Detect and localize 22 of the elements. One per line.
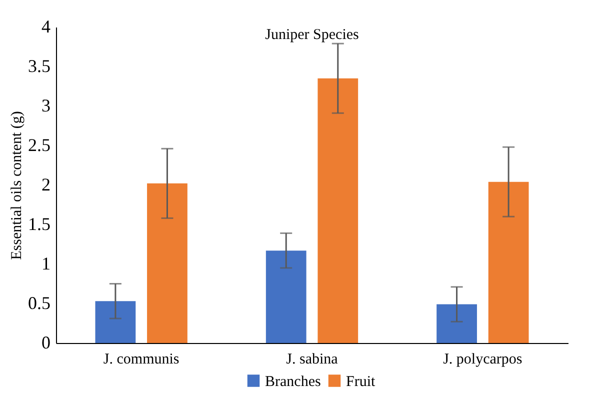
y-tick-label: 0 (42, 332, 50, 352)
x-tick-label: J. polycarpos (443, 352, 522, 368)
y-tick-label: 3.5 (28, 56, 50, 76)
bar (95, 301, 136, 343)
y-tick-label: 1 (42, 254, 50, 274)
bar (436, 304, 477, 343)
x-tick-label: J. communis (103, 352, 180, 368)
y-tick-label: 0.5 (28, 293, 50, 313)
bar (147, 183, 188, 343)
y-tick-label: 1.5 (28, 214, 50, 234)
x-tick-label: J. sabina (286, 352, 338, 368)
bar (266, 250, 306, 343)
y-tick-label: 2 (42, 174, 50, 194)
bar (318, 78, 358, 343)
y-tick-label: 4 (42, 16, 50, 36)
legend-label: Fruit (346, 374, 376, 390)
y-tick-label: 2.5 (28, 135, 50, 155)
legend-label: Branches (265, 374, 321, 390)
y-axis-title: Essential oils content (g) (9, 111, 25, 260)
bar (488, 182, 529, 343)
y-tick-label: 3 (42, 96, 50, 116)
chart-title: Juniper Species (265, 27, 360, 43)
